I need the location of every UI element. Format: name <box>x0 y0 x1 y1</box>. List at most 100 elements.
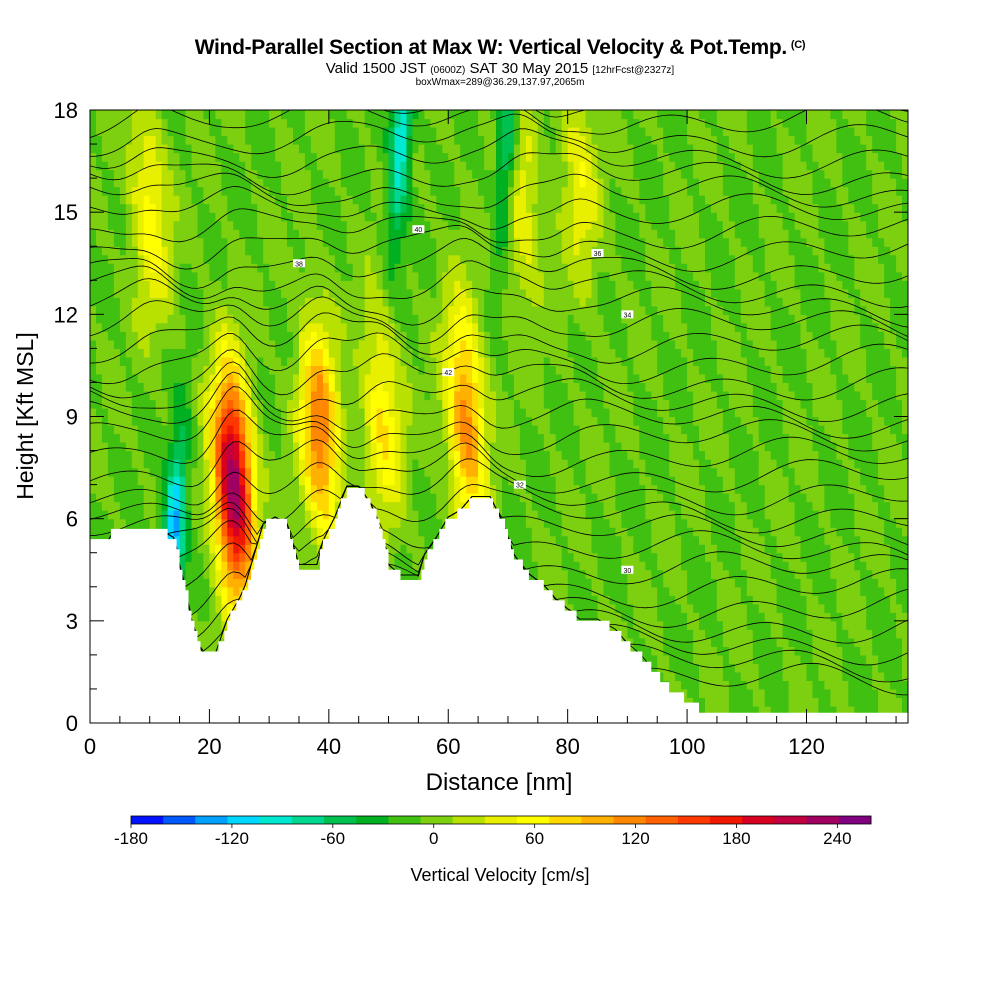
field-cell <box>239 297 246 307</box>
field-cell <box>394 467 402 477</box>
field-cell <box>257 314 264 324</box>
field-cell <box>304 314 312 324</box>
field-cell <box>364 365 372 375</box>
field-cell <box>304 331 312 341</box>
field-cell <box>322 373 330 383</box>
field-cell <box>310 535 318 545</box>
field-cell <box>388 518 396 528</box>
field-cell <box>185 254 193 264</box>
field-cell <box>167 186 175 196</box>
field-cell <box>287 118 294 128</box>
field-cell <box>394 305 402 315</box>
field-cell <box>466 271 473 281</box>
field-cell <box>352 433 360 443</box>
field-cell <box>96 229 103 239</box>
field-cell <box>227 603 234 613</box>
field-cell <box>203 373 210 383</box>
field-cell <box>215 612 222 622</box>
field-cell <box>275 152 282 162</box>
field-cell <box>107 433 115 443</box>
field-cell <box>287 161 294 171</box>
field-cell <box>203 186 210 196</box>
field-cell <box>233 339 240 349</box>
field-cell <box>251 331 258 341</box>
field-cell <box>107 110 115 120</box>
field-cell <box>316 169 324 179</box>
field-cell <box>269 271 276 281</box>
field-cell <box>227 399 234 409</box>
field-cell <box>179 527 187 537</box>
field-cell <box>227 263 234 273</box>
field-cell <box>484 152 491 162</box>
field-cell <box>191 578 199 588</box>
field-cell <box>143 314 151 324</box>
field-cell <box>173 476 181 486</box>
field-cell <box>466 305 473 315</box>
field-cell <box>484 348 491 358</box>
field-cell <box>346 271 354 281</box>
field-cell <box>137 399 145 409</box>
field-cell <box>245 144 252 154</box>
field-cell <box>113 408 121 418</box>
field-cell <box>340 459 348 469</box>
field-cell <box>161 152 169 162</box>
field-cell <box>418 305 425 315</box>
field-cell <box>430 356 437 366</box>
field-cell <box>215 365 222 375</box>
field-cell <box>185 416 193 426</box>
field-cell <box>442 271 449 281</box>
field-cell <box>400 365 408 375</box>
field-cell <box>370 178 378 188</box>
field-cell <box>293 484 300 494</box>
field-cell <box>412 527 419 537</box>
field-cell <box>269 212 276 222</box>
field-cell <box>143 322 151 332</box>
field-cell <box>101 510 109 520</box>
field-cell <box>101 399 109 409</box>
field-cell <box>412 501 419 511</box>
field-cell <box>394 476 402 486</box>
field-cell <box>304 297 312 307</box>
field-cell <box>275 280 282 290</box>
field-cell <box>400 331 408 341</box>
field-cell <box>161 305 169 315</box>
field-cell <box>418 331 425 341</box>
field-cell <box>352 254 360 264</box>
field-cell <box>406 195 414 205</box>
field-cell <box>221 569 228 579</box>
field-cell <box>322 169 330 179</box>
field-cell <box>394 544 402 554</box>
field-cell <box>424 476 431 486</box>
field-cell <box>161 110 169 120</box>
field-cell <box>496 442 503 452</box>
field-cell <box>478 220 485 230</box>
field-cell <box>364 144 372 154</box>
field-cell <box>478 297 485 307</box>
field-cell <box>155 399 163 409</box>
field-cell <box>203 127 210 137</box>
field-cell <box>113 476 121 486</box>
field-cell <box>490 493 497 503</box>
field-cell <box>113 450 121 460</box>
field-cell <box>394 135 402 145</box>
field-cell <box>460 212 467 222</box>
field-cell <box>400 459 408 469</box>
field-cell <box>376 433 384 443</box>
field-cell <box>107 288 115 298</box>
field-cell <box>269 186 276 196</box>
field-cell <box>304 544 312 554</box>
field-cell <box>90 297 97 307</box>
field-cell <box>245 271 252 281</box>
field-cell <box>221 322 228 332</box>
field-cell <box>322 408 330 418</box>
field-cell <box>233 408 240 418</box>
field-cell <box>454 416 461 426</box>
field-cell <box>466 433 473 443</box>
field-cell <box>179 501 187 511</box>
field-cell <box>293 433 300 443</box>
field-cell <box>388 118 396 128</box>
field-cell <box>96 314 103 324</box>
field-cell <box>436 365 443 375</box>
field-cell <box>376 127 384 137</box>
field-cell <box>269 476 276 486</box>
